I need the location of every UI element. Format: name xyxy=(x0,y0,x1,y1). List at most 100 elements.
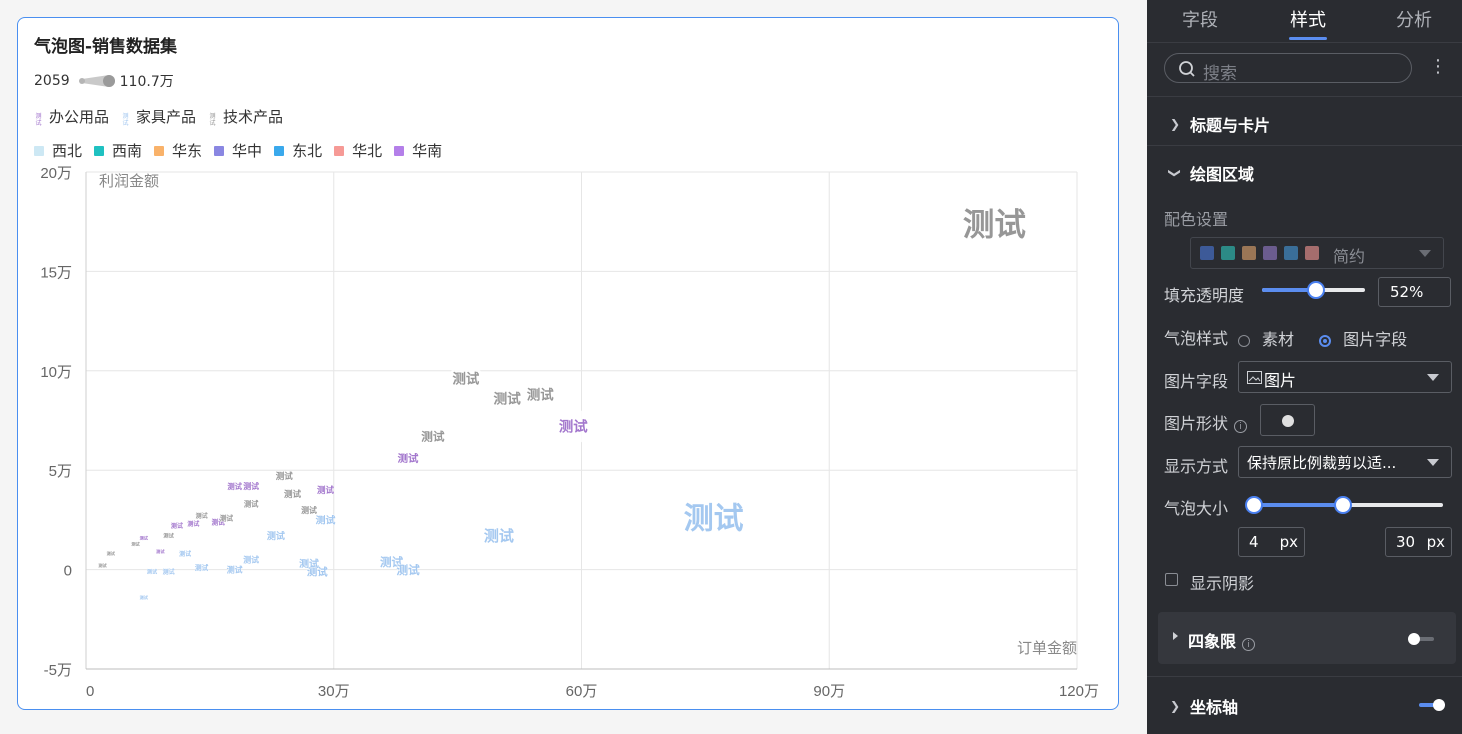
palette-swatch xyxy=(1305,246,1319,260)
bubble-point: 测试 xyxy=(493,391,521,408)
bubble-background xyxy=(449,362,483,396)
bubble-point: 测试 xyxy=(316,513,336,526)
image-shape-label: 图片形状 i xyxy=(1164,410,1248,434)
size-legend-min: 2059 xyxy=(34,73,70,89)
legend-item-tech[interactable]: 测试 技术产品 xyxy=(209,108,284,127)
tab-style[interactable]: 样式 xyxy=(1290,10,1326,31)
chevron-down-icon xyxy=(1427,459,1439,466)
info-icon[interactable]: i xyxy=(1242,638,1256,651)
bubble-size-min-input[interactable]: 4 px xyxy=(1238,527,1305,557)
legend-item-region[interactable]: 华北 xyxy=(334,140,382,161)
palette-swatch xyxy=(1221,246,1235,260)
chevron-right-icon: ❯ xyxy=(1170,117,1181,131)
radio-image-field[interactable]: 图片字段 xyxy=(1319,330,1407,349)
legend-swatch xyxy=(394,145,405,156)
image-icon xyxy=(1247,371,1262,384)
bubble-point: 测试 xyxy=(267,530,285,542)
bubble-image-icon: 测试 xyxy=(209,113,216,127)
legend-item-region[interactable]: 华中 xyxy=(214,140,262,161)
x-tick-label: 30万 xyxy=(318,683,350,700)
bubble-point: 测试 xyxy=(156,548,165,555)
bubble-size-label: 气泡大小 xyxy=(1164,499,1229,518)
bubble-point: 测试 xyxy=(163,568,175,576)
radio-material[interactable]: 素材 xyxy=(1238,330,1314,349)
legend-item-region[interactable]: 西南 xyxy=(94,140,142,161)
bubble-background xyxy=(480,517,518,555)
bubble-size-max-input[interactable]: 30 px xyxy=(1385,527,1452,557)
axis-toggle[interactable] xyxy=(1419,699,1445,711)
display-mode-select[interactable]: 保持原比例裁剪以适... xyxy=(1238,446,1452,478)
bubble-point: 测试 xyxy=(220,513,234,522)
x-tick-label: 60万 xyxy=(566,683,598,700)
search-input[interactable]: 搜索 xyxy=(1164,53,1412,84)
legend-item-office[interactable]: 测试 办公用品 xyxy=(35,108,110,127)
x-axis-title: 订单金额 xyxy=(1017,640,1077,657)
show-shadow-checkbox[interactable] xyxy=(1165,573,1178,586)
legend-item-region[interactable]: 西北 xyxy=(34,140,82,161)
bubble-size-range-slider[interactable] xyxy=(1245,496,1443,514)
palette-swatch xyxy=(1284,246,1298,260)
bubble-point: 测试 xyxy=(195,563,209,572)
size-legend-max: 110.7万 xyxy=(119,74,174,90)
palette-select[interactable]: 简约 xyxy=(1190,237,1444,269)
bubble-point: 测试 xyxy=(398,452,419,465)
bubble-background xyxy=(523,378,557,412)
bubble-point: 测试 xyxy=(187,520,199,528)
toggle-knob xyxy=(1408,633,1420,645)
section-axis[interactable]: ❯ 坐标轴 xyxy=(1170,698,1239,717)
legend-swatch xyxy=(34,145,44,156)
palette-swatch xyxy=(1200,246,1214,260)
y-tick-label: 15万 xyxy=(40,264,72,281)
legend-swatch xyxy=(274,145,285,156)
chevron-down-icon xyxy=(1419,250,1431,257)
slider-max-knob[interactable] xyxy=(1334,496,1352,514)
tab-analysis[interactable]: 分析 xyxy=(1396,10,1432,31)
bubble-background xyxy=(555,408,592,445)
bubble-point: 测试 xyxy=(211,517,225,526)
legend-swatch xyxy=(214,145,225,156)
slider-knob[interactable] xyxy=(1306,281,1325,299)
bubble-point: 测试 xyxy=(227,564,243,574)
legend-item-furniture[interactable]: 测试 家具产品 xyxy=(122,108,197,127)
legend-item-region[interactable]: 华南 xyxy=(394,140,442,161)
quadrant-toggle[interactable] xyxy=(1408,633,1434,645)
bubble-background xyxy=(490,381,525,416)
image-field-label: 图片字段 xyxy=(1164,372,1229,391)
bubble-point: 测试 xyxy=(284,489,302,500)
image-shape-picker[interactable] xyxy=(1260,404,1315,436)
section-plot-area[interactable]: ❯ 绘图区域 xyxy=(1168,165,1255,184)
bubble-point: 测试 xyxy=(171,522,183,530)
bubble-point: 测试 xyxy=(131,540,140,547)
legend-item-region[interactable]: 东北 xyxy=(274,140,322,161)
radio-selected-icon xyxy=(1319,334,1332,347)
style-settings-panel: 字段 样式 分析 搜索 ⋮ ❯ 标题与卡片 ❯ 绘图区域 配色设置 简约 填充透… xyxy=(1147,0,1462,734)
x-tick-label: 90万 xyxy=(813,683,845,700)
info-icon[interactable]: i xyxy=(1234,420,1248,433)
search-placeholder: 搜索 xyxy=(1203,64,1237,84)
bubble-point: 测试 xyxy=(244,500,259,509)
section-title-card[interactable]: ❯ 标题与卡片 xyxy=(1170,116,1271,135)
bubble-image-icon: 测试 xyxy=(35,113,42,127)
bubble-point: 测试 xyxy=(684,502,744,537)
chart-card[interactable]: 气泡图-销售数据集 2059 110.7万 测试 办公用品 测试 家具产品 测试 技术… xyxy=(17,17,1119,710)
legend-swatch xyxy=(94,145,105,156)
fill-opacity-input[interactable]: 52% xyxy=(1378,277,1451,307)
y-tick-label: 0 xyxy=(64,563,72,580)
bubble-point: 测试 xyxy=(307,565,328,578)
fill-opacity-slider[interactable] xyxy=(1262,281,1365,299)
image-field-select[interactable]: 图片 xyxy=(1238,361,1452,393)
tab-fields[interactable]: 字段 xyxy=(1182,10,1218,31)
bubble-point: 测试 xyxy=(163,532,174,540)
slider-min-knob[interactable] xyxy=(1245,496,1263,514)
bubble-background xyxy=(955,184,1034,263)
bubble-style-radio-group: 素材 图片字段 xyxy=(1238,326,1407,350)
circle-shape-icon xyxy=(1282,415,1294,427)
x-tick-label: 0 xyxy=(86,683,94,700)
region-legend: 西北 西南 华东 华中 东北 华北 华南 xyxy=(34,140,454,161)
legend-item-region[interactable]: 华东 xyxy=(154,140,202,161)
x-tick-label: 120万 xyxy=(1059,683,1099,700)
chevron-down-icon: ❯ xyxy=(1168,168,1182,179)
more-options-icon[interactable]: ⋮ xyxy=(1429,56,1447,77)
section-quadrant[interactable]: 四象限 i xyxy=(1158,612,1456,664)
